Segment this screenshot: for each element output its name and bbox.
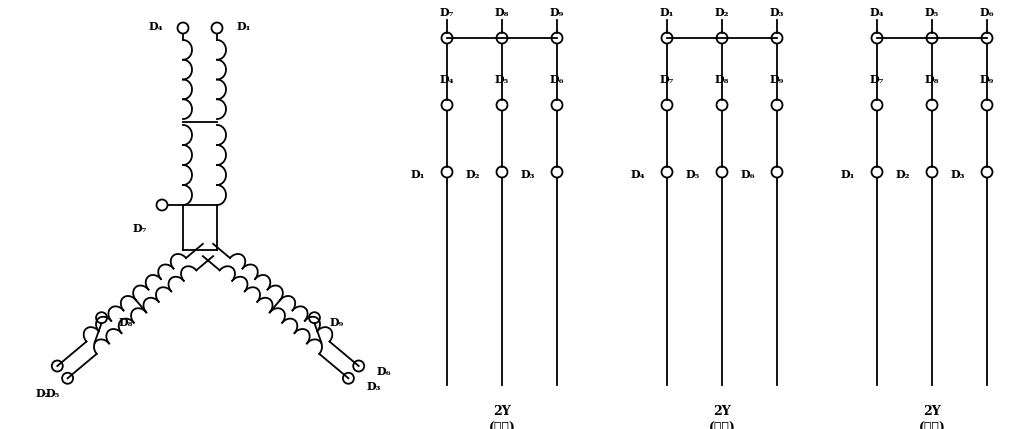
Text: D₈: D₈ [118,317,132,328]
Text: D₃: D₃ [950,169,964,179]
Text: D₇: D₇ [869,74,883,85]
Text: 2Y: 2Y [712,405,731,418]
Text: D₄: D₄ [439,74,453,85]
Text: D₅: D₅ [494,74,508,85]
Text: 2Y: 2Y [492,405,511,418]
Text: D₅: D₅ [45,388,59,399]
Text: D₃: D₃ [520,169,535,179]
Text: 2Y: 2Y [922,405,940,418]
Text: D₂: D₂ [465,169,480,179]
Text: D₆: D₆ [549,74,564,85]
Text: D₉: D₉ [769,74,784,85]
Text: D₂: D₂ [714,7,729,18]
Text: D₄: D₄ [149,21,163,31]
Text: D₅: D₅ [685,169,699,179]
Text: D₇: D₇ [439,7,453,18]
Text: D₆: D₆ [740,169,754,179]
Text: D₄: D₄ [630,169,644,179]
Text: D₄: D₄ [869,7,883,18]
Text: D₃: D₃ [769,7,784,18]
Text: D₉: D₉ [549,7,564,18]
Text: D₆: D₆ [978,7,994,18]
Text: D₇: D₇ [659,74,674,85]
Text: D₈: D₈ [494,7,508,18]
Text: D₉: D₉ [329,317,343,328]
Text: D₂: D₂ [35,388,50,399]
Text: D₁: D₁ [840,169,854,179]
Text: D₉: D₉ [979,74,994,85]
Text: D₅: D₅ [924,7,938,18]
Text: D₆: D₆ [376,366,391,377]
Text: D₈: D₈ [714,74,729,85]
Text: (低速): (低速) [918,422,945,429]
Text: D₈: D₈ [924,74,938,85]
Text: D₇: D₇ [132,223,147,234]
Text: D₁: D₁ [659,7,674,18]
Text: D₃: D₃ [366,381,380,392]
Text: D₁: D₁ [236,21,252,31]
Text: D₂: D₂ [895,169,909,179]
Text: (高速): (高速) [488,422,515,429]
Text: (中速): (中速) [708,422,735,429]
Text: D₁: D₁ [410,169,425,179]
